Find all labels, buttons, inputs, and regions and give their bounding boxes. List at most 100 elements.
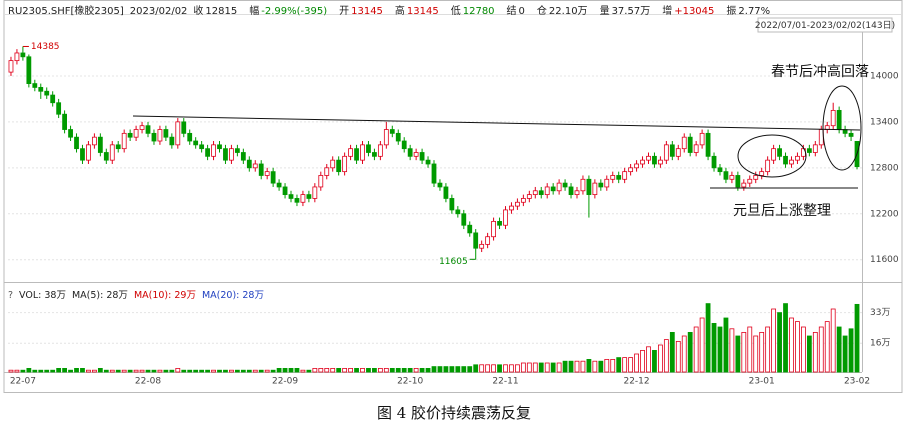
volume-bar [753,335,759,373]
volume-bar [181,369,187,373]
x-tick-label: 22-07 [10,377,36,387]
legend-entry: ? [8,290,14,301]
candle-body [741,182,747,188]
candle-body [681,136,687,150]
volume-bar [622,357,628,373]
volume-bar [20,369,26,373]
candle-body [312,186,318,199]
candle-body [282,186,288,196]
candle-body [91,136,97,146]
volume-bar [336,367,342,373]
candle-body [663,144,669,161]
candle-body [461,213,467,226]
volume-bar [246,369,252,373]
volume-bar [377,367,383,373]
candle-body [509,205,514,211]
volume-bar [68,369,73,373]
candle-body [44,90,50,96]
quote-label: 量 [599,6,610,17]
y-tick-label: 16万 [870,339,890,349]
annotation: 春节后冲高回落 [771,63,869,80]
candle-body [38,87,44,92]
volume-bar [300,369,306,373]
volume-bar [348,367,353,373]
y-tick-label: 14000 [870,71,899,81]
candle-body [556,182,562,192]
candle-body [354,148,359,161]
quote-item: 开 13145 [339,6,389,17]
candle-body [658,159,663,165]
volume-bar [401,367,407,373]
candle-body [20,52,26,58]
volume-bar [294,367,300,373]
volume-bar [395,367,401,373]
candle-body [526,194,532,199]
volume-bar [580,360,586,373]
candle-body [520,198,526,203]
resistance-line [132,115,861,131]
quote-value: +13045 [674,6,715,17]
volume-bar [133,369,139,373]
volume-bar [282,367,288,373]
quote-item: 高 13145 [395,6,445,17]
volume-bar [443,366,449,373]
volume-bar [80,367,85,373]
candle-body [747,178,753,184]
quote-label: 仓 [536,6,547,17]
candle-body [687,136,693,153]
quote-value: 12780 [462,6,495,17]
candle-body [467,224,473,234]
volume-bar [646,346,651,373]
candle-body [234,148,240,153]
volume-bar [50,369,56,373]
candle-body [407,148,413,157]
candle-body [491,221,496,238]
volume-bar [806,335,812,373]
candle-body [306,194,312,199]
volume-bar [795,321,800,373]
volume-bar [360,367,365,373]
volume-bar [699,317,705,373]
volume-bar [848,328,854,373]
candle-body [103,152,109,161]
volume-bar [854,303,860,373]
candle-body [628,167,634,173]
candle-body [372,152,377,157]
volume-bar [544,362,550,373]
x-tick-label: 23-01 [749,377,775,387]
candle-body [187,132,193,142]
quote-item: 量 37.57万 [600,6,657,17]
quote-label: 收 [193,6,204,17]
legend-entry: MA(20): 28万 [201,290,264,301]
volume-bar [723,317,729,373]
candle-body [485,236,491,245]
volume-bar [342,367,348,373]
candle-body [443,186,449,199]
candle-body [62,113,68,130]
candle-body [729,175,735,180]
quote-item: 收 12815 [193,6,243,17]
candle-body [211,144,216,157]
volume-bar [681,335,687,373]
volume-bar [258,369,264,373]
candle-body [812,144,818,153]
candle-body [401,140,407,150]
candle-body [360,144,365,161]
candle-body [151,132,157,142]
candle-body [74,136,79,150]
quote-value: 0 [518,6,525,17]
candle-body [324,167,330,176]
quote-value: 13145 [351,6,383,17]
quote-item: 仓 22.10万 [537,6,594,17]
y-tick-label: 13400 [870,117,899,127]
candle-body [562,182,568,188]
candle-body [193,140,199,146]
volume-bar [842,335,848,373]
candle-body [634,163,639,169]
candle-body [711,155,717,169]
volume-bar [818,326,824,373]
volume-bar [8,369,14,373]
volume-bar [526,362,532,373]
ellipse-consolidation [737,134,807,178]
candle-body [449,198,455,211]
